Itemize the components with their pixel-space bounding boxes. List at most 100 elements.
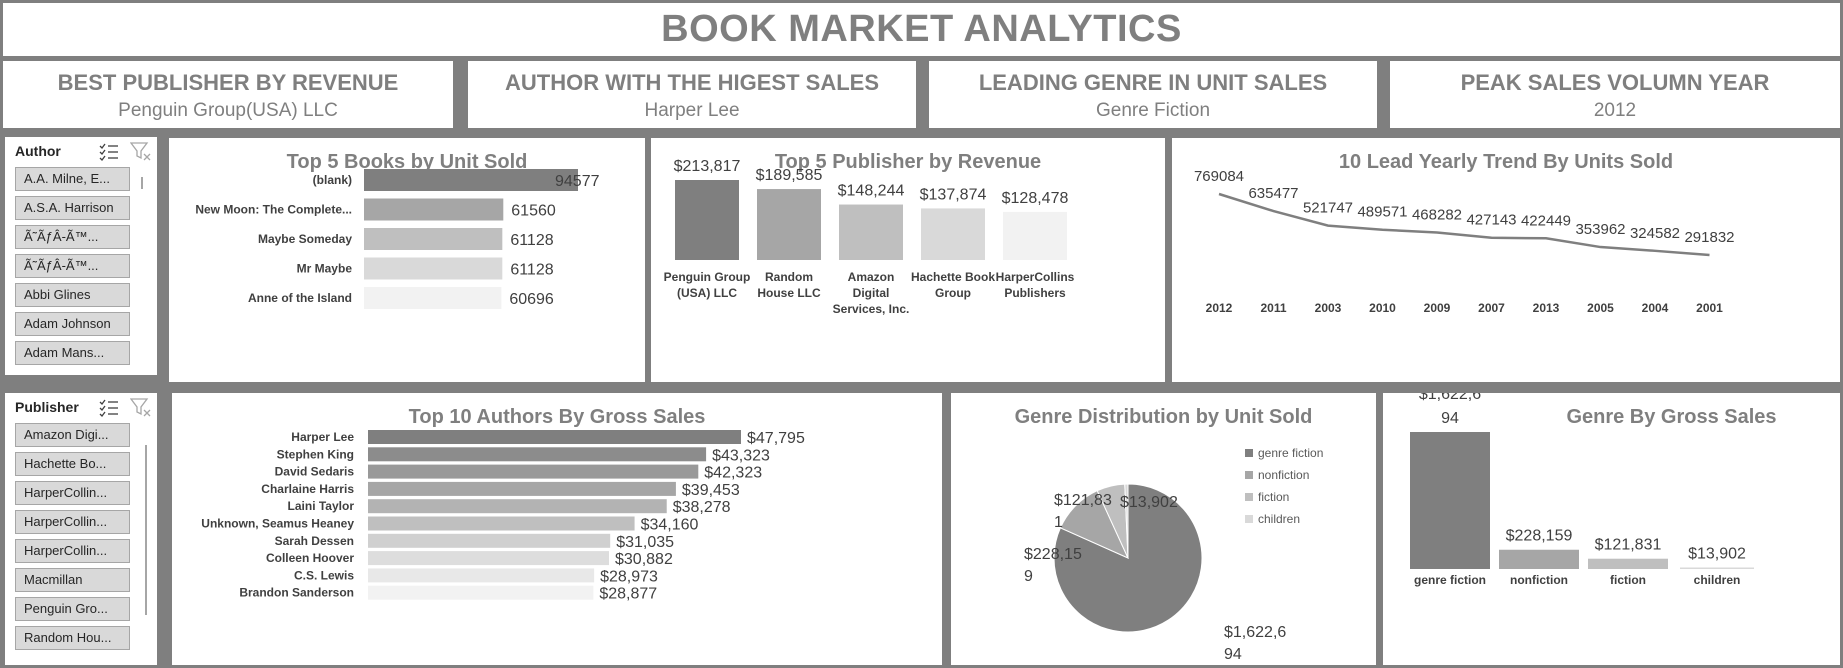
- legend-swatch: [1245, 449, 1253, 457]
- bar: [675, 180, 739, 260]
- publisher-slicer-list: Amazon Digi... Hachette Bo... HarperCollin…: [15, 423, 130, 655]
- bar: [1499, 549, 1579, 569]
- slicer-item[interactable]: Adam Johnson: [15, 312, 130, 336]
- pie-slice: [1124, 483, 1129, 559]
- category-label: children: [1694, 573, 1741, 587]
- tick-label: 2003: [1315, 301, 1342, 315]
- top-publishers-card: Top 5 Publisher by Revenue $213,817 Pengu…: [651, 138, 1165, 382]
- data-label: 94577: [555, 173, 600, 190]
- data-label: 94: [1441, 410, 1459, 427]
- multi-select-icon[interactable]: [98, 397, 120, 417]
- dashboard-title: BOOK MARKET ANALYTICS: [661, 8, 1182, 50]
- slicer-item[interactable]: Macmillan: [15, 568, 130, 592]
- data-label: $39,453: [682, 482, 740, 499]
- data-label: $13,902: [1688, 546, 1746, 563]
- yearly-trend-chart: 769084 2012 635477 2011 521747 2003 489571 2010…: [1194, 168, 1735, 315]
- data-label: 468282: [1412, 206, 1462, 223]
- legend-label: nonfiction: [1258, 468, 1309, 482]
- bar: [1680, 567, 1754, 569]
- genre-pie-chart: $1,622,6 94 $228,15 9 $121,83 1 $13,902 genre f…: [1024, 446, 1323, 663]
- category-label: nonfiction: [1510, 573, 1568, 587]
- category-label: Unknown, Seamus Heaney: [201, 517, 354, 531]
- genre-gross-card: $1,622,6 94 genre fiction $228,159 nonfictio…: [1383, 393, 1840, 665]
- clear-filter-icon[interactable]: [130, 141, 152, 161]
- category-label: Group: [935, 286, 971, 300]
- category-label: fiction: [1610, 573, 1646, 587]
- category-label: Penguin Group: [664, 270, 751, 284]
- category-label: Charlaine Harris: [261, 482, 354, 496]
- data-label: $28,973: [600, 568, 658, 585]
- category-label: Harper Lee: [291, 430, 354, 444]
- bar: [1410, 432, 1490, 569]
- data-label: $28,877: [599, 586, 657, 603]
- tick-label: 2007: [1478, 301, 1505, 315]
- chart-title: 10 Lead Yearly Trend By Units Sold: [1338, 151, 1674, 173]
- tick-label: 2005: [1587, 301, 1614, 315]
- slicer-item[interactable]: HarperCollin...: [15, 481, 130, 505]
- data-label: $189,585: [756, 167, 823, 184]
- tick-label: 2012: [1206, 301, 1233, 315]
- data-label: $121,83: [1054, 492, 1112, 509]
- slicer-item[interactable]: Abbi Glines: [15, 283, 130, 307]
- legend-label: fiction: [1258, 490, 1289, 504]
- slicer-scrollbar[interactable]: [145, 445, 147, 615]
- slicer-item[interactable]: HarperCollin...: [15, 510, 130, 534]
- data-label: $43,323: [712, 447, 770, 464]
- data-label: 94: [1224, 646, 1242, 663]
- slicer-scrollbar[interactable]: [141, 177, 143, 189]
- bar: [364, 257, 503, 280]
- category-label: Stephen King: [277, 447, 354, 461]
- slicer-item[interactable]: Amazon Digi...: [15, 423, 130, 447]
- tick-label: 2001: [1696, 301, 1723, 315]
- data-label: 60696: [509, 291, 554, 308]
- trend-line: [1218, 192, 1710, 257]
- genre-gross-chart: $1,622,6 94 genre fiction $228,159 nonfictio…: [1410, 393, 1754, 587]
- category-label: (blank): [313, 173, 352, 187]
- data-label: $42,323: [704, 465, 762, 482]
- slicer-item[interactable]: Hachette Bo...: [15, 452, 130, 476]
- multi-select-icon[interactable]: [98, 141, 120, 161]
- data-label: $1,622,6: [1224, 624, 1286, 641]
- bar: [364, 198, 504, 221]
- data-label: 291832: [1684, 229, 1734, 246]
- category-label: David Sedaris: [275, 465, 355, 479]
- category-label: Amazon: [848, 270, 895, 284]
- bar: [368, 430, 741, 444]
- tick-label: 2009: [1424, 301, 1451, 315]
- tick-label: 2004: [1642, 301, 1669, 315]
- data-label: $34,160: [641, 517, 699, 534]
- top-authors-chart: Harper Lee $47,795 Stephen King $43,323 Davi…: [201, 430, 805, 603]
- slicer-item[interactable]: HarperCollin...: [15, 539, 130, 563]
- publisher-slicer[interactable]: Publisher Amazon Digi... Hachette Bo... Ha…: [5, 393, 157, 665]
- data-label: $30,882: [615, 551, 673, 568]
- slicer-item[interactable]: A.S.A. Harrison: [15, 196, 130, 220]
- kpi-value: Genre Fiction: [1095, 100, 1211, 121]
- author-slicer[interactable]: Author A.A. Milne, E... A.S.A. Harrison Ã˜…: [5, 137, 157, 375]
- clear-filter-icon[interactable]: [130, 397, 152, 417]
- data-label: $137,874: [920, 186, 987, 203]
- data-label: $148,244: [838, 183, 905, 200]
- kpi-label: AUTHOR WITH THE HIGEST SALES: [505, 70, 879, 95]
- bar: [364, 287, 502, 309]
- slicer-item[interactable]: Ã˜ÃƒÂ-Ã™...: [15, 254, 130, 278]
- data-label: $47,795: [747, 430, 805, 447]
- data-label: 1: [1054, 514, 1063, 531]
- category-label: Anne of the Island: [248, 291, 352, 305]
- slicer-item[interactable]: A.A. Milne, E...: [15, 167, 130, 191]
- top-books-chart: (blank) 94577 New Moon: The Complete... 615…: [195, 169, 600, 309]
- data-label: 635477: [1248, 185, 1298, 202]
- author-slicer-list: A.A. Milne, E... A.S.A. Harrison Ã˜ÃƒÂ-Ã™.…: [15, 167, 130, 370]
- slicer-item[interactable]: Ã˜ÃƒÂ-Ã™...: [15, 225, 130, 249]
- data-label: 324582: [1630, 225, 1680, 242]
- slicer-item[interactable]: Penguin Gro...: [15, 597, 130, 621]
- category-label: C.S. Lewis: [294, 568, 354, 582]
- data-label: 9: [1024, 568, 1033, 585]
- category-label: Hachette Book: [911, 270, 995, 284]
- slicer-item[interactable]: Adam Mans...: [15, 341, 130, 365]
- category-label: Colleen Hoover: [266, 551, 354, 565]
- chart-title: Top 5 Publisher by Revenue: [774, 151, 1042, 173]
- slicer-item[interactable]: Random Hou...: [15, 626, 130, 650]
- category-label: Sarah Dessen: [275, 534, 354, 548]
- data-label: 353962: [1575, 221, 1625, 238]
- chart-title: Top 10 Authors By Gross Sales: [408, 406, 706, 428]
